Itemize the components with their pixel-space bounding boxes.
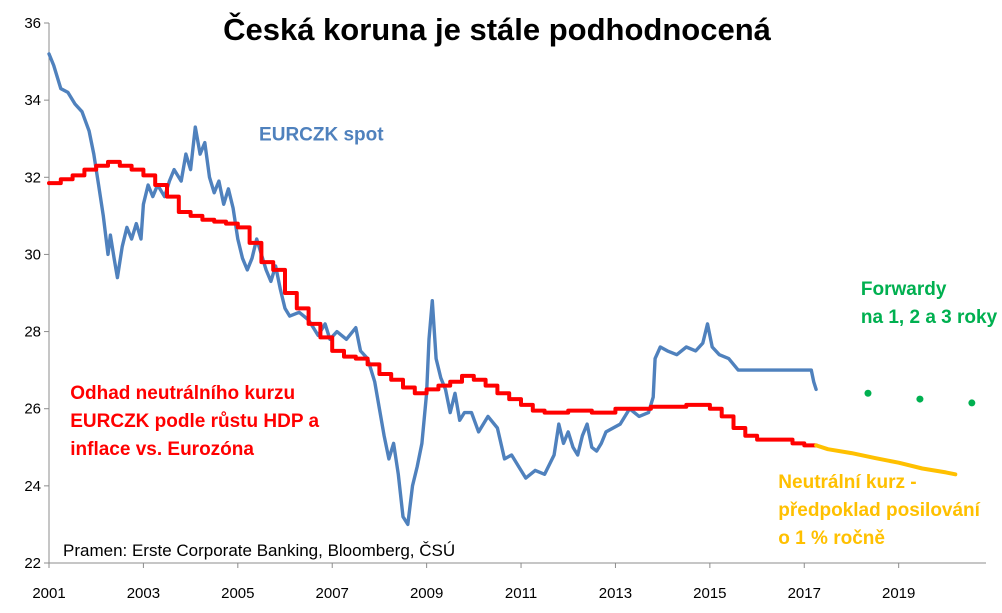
annotation-line: předpoklad posilování [778,500,980,521]
x-tick-label: 2015 [693,585,726,602]
annotation-line: Neutrální kurz - [778,472,916,493]
axes: 22 24 26 28 30 32 34 36 2001 2003 2005 2007 2009 2011… [24,15,986,602]
x-tick-label: 2013 [599,585,632,602]
neutral-rate-line [47,159,819,448]
y-tick-label: 36 [24,15,41,32]
annotation-line: EURCZK podle růstu HDP a [70,411,319,432]
annotation-line: inflace vs. Eurozóna [70,439,254,460]
chart-title: Česká koruna je stále podhodnocená [223,11,772,47]
y-tick-label: 30 [24,246,41,263]
annotation-neutral: Odhad neutrálního kurzu EURCZK podle růst… [70,383,319,460]
y-tick-label: 26 [24,401,41,418]
annotation-line: o 1 % ročně [778,528,885,549]
forward-point [864,389,872,397]
y-tick-label: 24 [24,478,41,495]
neutral-projection-line [814,443,958,477]
x-tick-label: 2003 [127,585,160,602]
annotation-fwd: Forwardy na 1, 2 a 3 roky [861,279,998,328]
series-group [47,52,976,527]
y-tick-label: 34 [24,92,41,109]
y-tick-label: 22 [24,555,41,572]
x-tick-label: 2001 [32,585,65,602]
forward-point [968,399,976,407]
x-tick-label: 2011 [505,585,537,602]
source-note: Pramen: Erste Corporate Banking, Bloombe… [63,541,455,560]
annotations: EURCZK spot Forwardy na 1, 2 a 3 roky Odhad… [70,125,997,549]
annotation-proj: Neutrální kurz - předpoklad posilování o 1… [778,472,980,549]
annotation-line: Forwardy [861,279,947,300]
x-tick-label: 2009 [410,585,443,602]
annotation-line: na 1, 2 a 3 roky [861,307,998,328]
annotation-line: EURCZK spot [259,125,384,146]
x-tick-label: 2007 [316,585,349,602]
forward-point [916,395,924,403]
x-tick-label: 2019 [882,585,915,602]
x-tick-label: 2017 [788,585,821,602]
y-tick-label: 32 [24,169,41,186]
y-tick-label: 28 [24,324,41,341]
x-tick-label: 2005 [221,585,254,602]
annotation-line: Odhad neutrálního kurzu [70,383,295,404]
annotation-spot: EURCZK spot [259,125,384,146]
